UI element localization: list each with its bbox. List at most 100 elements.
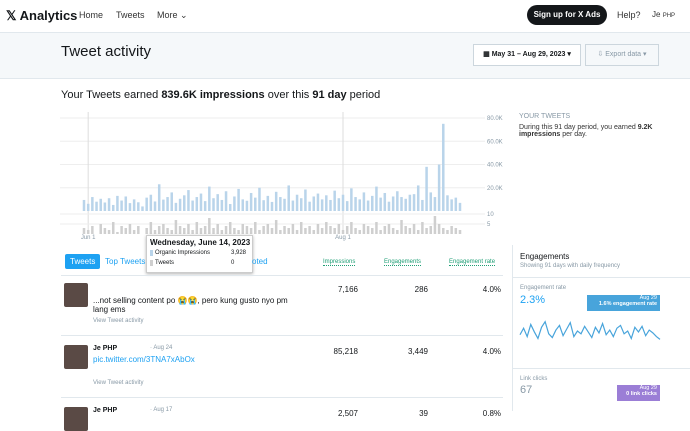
bar	[362, 224, 366, 234]
export-button[interactable]: ⇩ Export data ▾	[585, 44, 659, 66]
summary-text: over this	[267, 89, 310, 101]
view-activity[interactable]: View Tweet activity	[93, 380, 144, 386]
user-tag: PHP	[662, 13, 676, 19]
bar	[425, 166, 428, 211]
bar	[391, 196, 395, 211]
bar	[191, 230, 194, 234]
column-header[interactable]: Engagement rate	[449, 259, 496, 266]
bar	[174, 220, 178, 234]
bar	[86, 203, 90, 211]
bar	[291, 200, 295, 211]
bar	[178, 226, 182, 234]
bar	[124, 228, 128, 234]
bar	[91, 197, 94, 211]
bar	[249, 192, 253, 211]
user-menu[interactable]: Je PHP	[652, 10, 675, 19]
nav-link[interactable]: More ⌄	[157, 10, 188, 20]
bar	[458, 202, 462, 211]
bar	[283, 198, 286, 211]
clicks-value: 67	[520, 384, 533, 396]
bar	[99, 198, 102, 211]
bar	[437, 164, 441, 211]
view-activity[interactable]: View Tweet activity	[93, 318, 144, 324]
bar	[203, 226, 207, 234]
bar	[99, 224, 102, 234]
summary-days: 91 day	[312, 89, 347, 101]
rate-line	[519, 320, 661, 341]
bar	[400, 220, 403, 234]
tab[interactable]: oted	[252, 257, 268, 266]
logo[interactable]: 𝕏 Analytics	[6, 8, 78, 23]
bar	[82, 228, 86, 234]
bar	[258, 230, 261, 234]
bar	[400, 197, 403, 211]
bar	[237, 230, 240, 234]
bar	[379, 197, 382, 211]
impressions-chart: 80.0K 60.0K 40.0K 20.0K Jun 1 Aug 1 10 5	[60, 112, 503, 241]
tooltip: Wednesday, June 14, 2023 Organic Impress…	[146, 235, 253, 273]
bar	[329, 226, 332, 234]
side-text: During this 91 day period, you earned	[519, 124, 636, 131]
bar	[91, 226, 94, 234]
nav-link[interactable]: Home	[79, 10, 104, 20]
bar	[141, 206, 144, 211]
bar	[132, 230, 136, 234]
bar	[312, 230, 316, 234]
bar	[345, 201, 349, 211]
bar	[128, 203, 132, 211]
bar	[174, 202, 178, 211]
signup-button[interactable]: Sign up for X Ads	[527, 5, 607, 25]
column-header[interactable]: Impressions	[323, 259, 356, 266]
date-picker[interactable]: ▦ May 31 – Aug 29, 2023 ▾	[473, 44, 581, 66]
logo-text: Analytics	[19, 8, 78, 23]
bar	[421, 199, 424, 211]
bar	[241, 224, 245, 234]
tab[interactable]: Top Tweets	[105, 257, 146, 266]
tweet-text: ...not selling content po 😭😭, pero kung …	[93, 296, 288, 314]
bar	[387, 224, 391, 234]
bar	[412, 194, 416, 211]
bar	[195, 197, 199, 211]
bar	[316, 193, 320, 211]
bar	[442, 123, 445, 211]
bar	[208, 218, 211, 234]
tab-active[interactable]: Tweets	[65, 254, 101, 269]
metric-cell: 286	[414, 285, 428, 294]
bar	[270, 228, 274, 234]
bar	[283, 226, 286, 234]
bar	[262, 226, 265, 234]
rate-value: 2.3%	[520, 294, 546, 306]
bar	[224, 226, 228, 234]
metric-cell: 0.8%	[482, 409, 501, 418]
clicks-tooltip: Aug 29 0 link clicks	[617, 385, 660, 401]
bar	[166, 197, 169, 211]
bar	[258, 187, 261, 211]
bar	[304, 228, 307, 234]
bar	[341, 230, 345, 234]
header: Tweet activity ▦ May 31 – Aug 29, 2023 ▾…	[0, 33, 690, 79]
bar	[162, 199, 165, 211]
bar	[254, 197, 257, 211]
bar	[383, 226, 387, 234]
bar	[425, 228, 428, 234]
metric-cell: 7,166	[337, 285, 358, 294]
bar	[454, 197, 458, 211]
bar	[170, 192, 173, 211]
metric-cell: 4.0%	[482, 347, 501, 356]
bar	[145, 228, 148, 234]
nav-link[interactable]: Tweets	[116, 10, 145, 20]
bar	[295, 230, 299, 234]
bar	[187, 190, 190, 211]
bar	[120, 200, 123, 211]
bar	[371, 228, 374, 234]
bar	[262, 200, 265, 211]
help-link[interactable]: Help?	[617, 10, 641, 20]
bar	[450, 199, 453, 211]
bar	[254, 222, 257, 234]
bar	[366, 226, 370, 234]
bar	[107, 198, 111, 211]
column-header[interactable]: Engagements	[384, 259, 422, 266]
bar	[308, 226, 311, 234]
rate-label: Engagement rate	[520, 285, 567, 291]
bar	[429, 226, 433, 234]
